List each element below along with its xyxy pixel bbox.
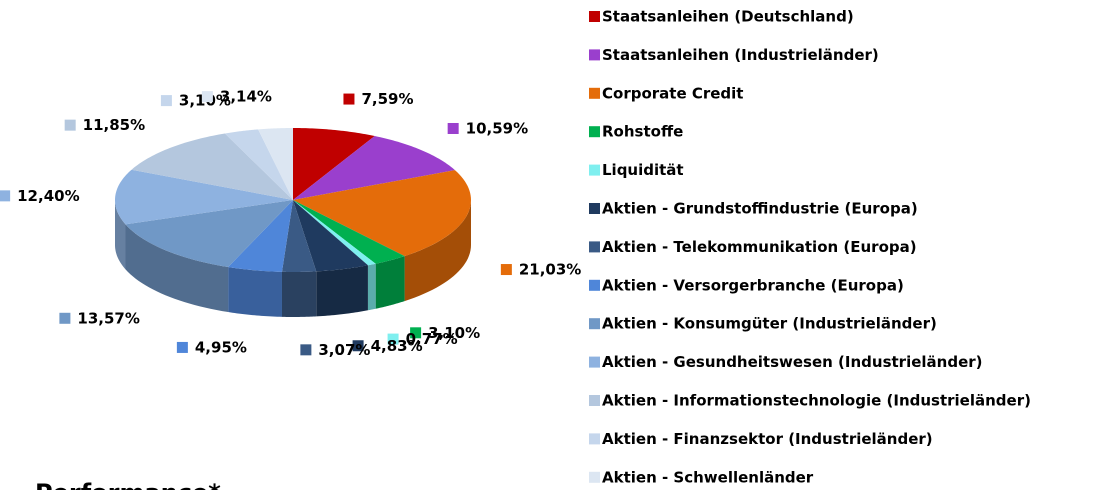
data-label: 3,07% [300, 341, 370, 359]
legend-swatch [589, 395, 600, 406]
legend-label: Corporate Credit [602, 84, 743, 102]
data-label-text: 3,10% [428, 324, 480, 342]
data-label: 11,85% [64, 116, 145, 134]
slice [293, 200, 405, 264]
legend-label: Aktien - Finanzsektor (Industrieländer) [602, 430, 933, 448]
legend-swatch [589, 318, 600, 330]
slice [131, 133, 293, 200]
legend-swatch [589, 241, 600, 253]
legend-label: Staatsanleihen (Industrieländer) [602, 46, 879, 64]
slice-side [375, 256, 405, 309]
slice-side [125, 224, 229, 313]
legend-label: Aktien - Telekommunikation (Europa) [602, 238, 917, 256]
data-label-swatch [500, 264, 512, 276]
data-label-text: 21,03% [519, 261, 581, 279]
data-label: 3,14% [201, 88, 272, 106]
data-label: 4,83% [352, 337, 423, 355]
data-label: 3,10% [410, 324, 480, 342]
data-label-text: 3,07% [318, 341, 370, 359]
data-label-swatch [0, 190, 11, 202]
data-label-text: 4,95% [195, 338, 247, 356]
legend-label: Aktien - Schwellenländer [602, 468, 814, 486]
data-label: 21,03% [500, 261, 581, 279]
legend-label: Aktien - Konsumgüter (Industrieländer) [602, 315, 937, 333]
slice [224, 129, 293, 200]
data-label: 13,57% [59, 309, 140, 327]
legend-label: Liquidität [602, 161, 684, 179]
legend-label: Staatsanleihen (Deutschland) [602, 8, 854, 26]
pie-sides [115, 200, 471, 317]
data-label-swatch [59, 312, 71, 324]
slice [293, 200, 376, 266]
slice [293, 128, 375, 200]
data-label-swatch [201, 91, 213, 103]
slice [115, 169, 294, 225]
data-label: 7,59% [343, 90, 414, 108]
legend-swatch [589, 356, 600, 368]
slice [228, 200, 293, 272]
legend-swatch [589, 471, 600, 483]
legend-swatch [589, 11, 600, 22]
data-label-text: 11,85% [83, 116, 145, 134]
data-label-swatch [64, 119, 76, 131]
slice [125, 200, 293, 268]
slice [293, 200, 368, 272]
data-label-text: 12,40% [17, 187, 79, 205]
legend-label: Aktien - Grundstoffindustrie (Europa) [602, 200, 918, 218]
slice-side [404, 200, 471, 302]
slice-side [228, 267, 282, 317]
legend-label: Aktien - Versorgerbranche (Europa) [602, 276, 904, 294]
data-label: 12,40% [0, 187, 80, 205]
legend-swatch [589, 279, 600, 291]
legend-label: Aktien - Informationstechnologie (Indust… [602, 392, 1031, 410]
data-label-text: 10,59% [466, 119, 528, 137]
data-label-swatch [410, 327, 422, 339]
data-label-text: 0,77% [406, 330, 458, 348]
legend-swatch [589, 126, 600, 138]
slice-side [281, 271, 317, 317]
slice-side [316, 265, 368, 317]
data-label-swatch [352, 340, 364, 352]
legend-swatch [589, 433, 600, 445]
data-label: 0,77% [387, 330, 458, 348]
pie-tops [115, 128, 471, 272]
legend-swatch [589, 164, 600, 176]
data-label-text: 4,83% [371, 337, 423, 355]
data-label-text: 3,14% [220, 88, 272, 106]
data-label-swatch [387, 333, 399, 345]
legend-swatch [589, 49, 600, 61]
data-label-swatch [343, 93, 355, 105]
legend-swatch [589, 203, 600, 214]
slice [293, 170, 471, 257]
data-label-swatch [447, 122, 459, 134]
data-label: 4,95% [176, 338, 247, 356]
section-heading: Performance* [35, 479, 221, 490]
legend-label: Rohstoffe [602, 123, 683, 141]
legend-label: Aktien - Gesundheitswesen (Industrieländ… [602, 353, 983, 371]
data-label-swatch [300, 344, 312, 356]
slice [281, 200, 317, 272]
data-label-swatch [160, 95, 172, 107]
slice [258, 128, 293, 200]
data-label-text: 7,59% [361, 90, 413, 108]
slice [293, 136, 455, 200]
data-label-text: 13,57% [77, 309, 139, 327]
data-label-swatch [176, 341, 188, 353]
data-label: 10,59% [447, 119, 528, 137]
legend-swatch [589, 87, 600, 99]
slice-side [115, 200, 126, 270]
slice-side [367, 263, 376, 311]
